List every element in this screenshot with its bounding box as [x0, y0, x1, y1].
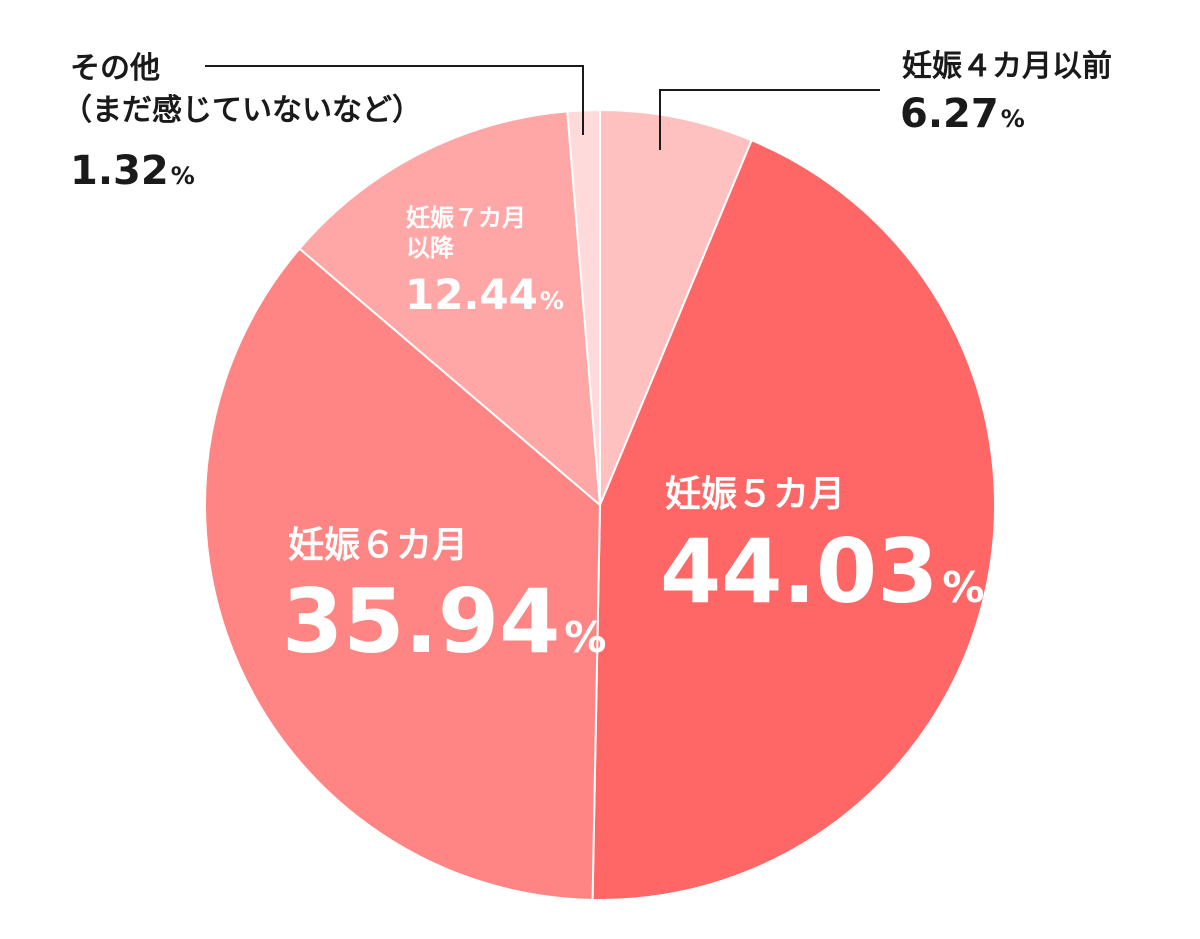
percent-unit: % [171, 162, 195, 190]
pie-slice-2 [204, 247, 601, 901]
slice-label-text: 妊娠５カ月 [665, 474, 845, 515]
slice-value: 1.32 [70, 148, 169, 194]
pie-slice-1 [591, 139, 996, 901]
slice-value: 12.44 [405, 270, 538, 319]
slice-label-text: 妊娠６カ月 [288, 525, 468, 566]
percent-unit: % [1001, 105, 1025, 133]
slice-label-4mo: 妊娠４カ月以前 6.27% [900, 49, 1112, 137]
pie-slices [204, 109, 996, 901]
percent-unit: % [540, 287, 564, 315]
pie-slice-3 [298, 110, 601, 506]
slice-label-line-2: 以降 [406, 234, 455, 262]
slice-label-6mo: 妊娠６カ月 35.94% [282, 525, 606, 673]
slice-label-other: その他 （まだ感じていないなど） 1.32% [62, 51, 422, 194]
slice-label-7mo: 妊娠７カ月 以降 12.44% [405, 204, 564, 319]
svg-text:6.27%: 6.27% [900, 91, 1025, 137]
slice-label-5mo: 妊娠５カ月 44.03% [660, 474, 984, 623]
slice-label-line-2: （まだ感じていないなど） [62, 93, 422, 128]
svg-text:44.03%: 44.03% [660, 520, 984, 623]
svg-text:1.32%: 1.32% [70, 148, 195, 194]
slice-value: 44.03 [660, 520, 938, 623]
percent-unit: % [942, 563, 984, 612]
svg-text:35.94%: 35.94% [282, 570, 606, 673]
slice-label-text: 妊娠４カ月以前 [902, 49, 1112, 84]
slice-label-line-1: 妊娠７カ月 [406, 204, 526, 232]
slice-value: 35.94 [282, 570, 560, 673]
leader-line-slice-other [205, 65, 584, 135]
leader-line-slice-4mo [659, 89, 880, 150]
slice-label-line-1: その他 [70, 51, 160, 86]
pie-slice-0 [599, 109, 753, 506]
slice-value: 6.27 [900, 91, 999, 137]
percent-unit: % [564, 613, 606, 662]
svg-text:12.44%: 12.44% [405, 270, 564, 319]
